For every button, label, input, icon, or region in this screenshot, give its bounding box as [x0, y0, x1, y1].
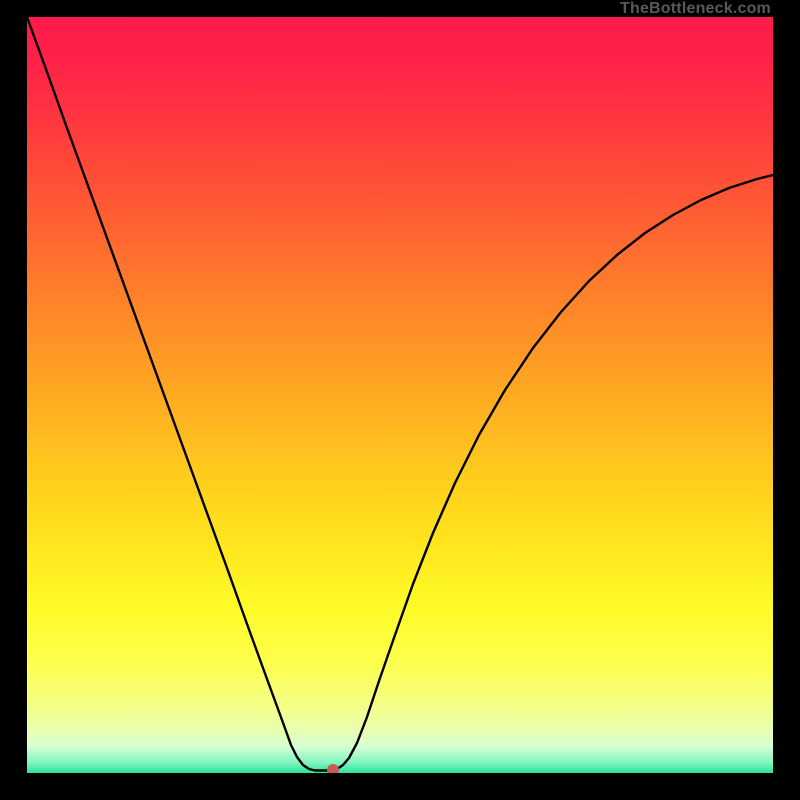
watermark-label: TheBottleneck.com: [620, 0, 771, 18]
chart-frame: TheBottleneck.com: [0, 0, 800, 800]
chart-background: [27, 17, 773, 773]
plot-area: [27, 17, 773, 773]
chart-svg: [27, 17, 773, 773]
